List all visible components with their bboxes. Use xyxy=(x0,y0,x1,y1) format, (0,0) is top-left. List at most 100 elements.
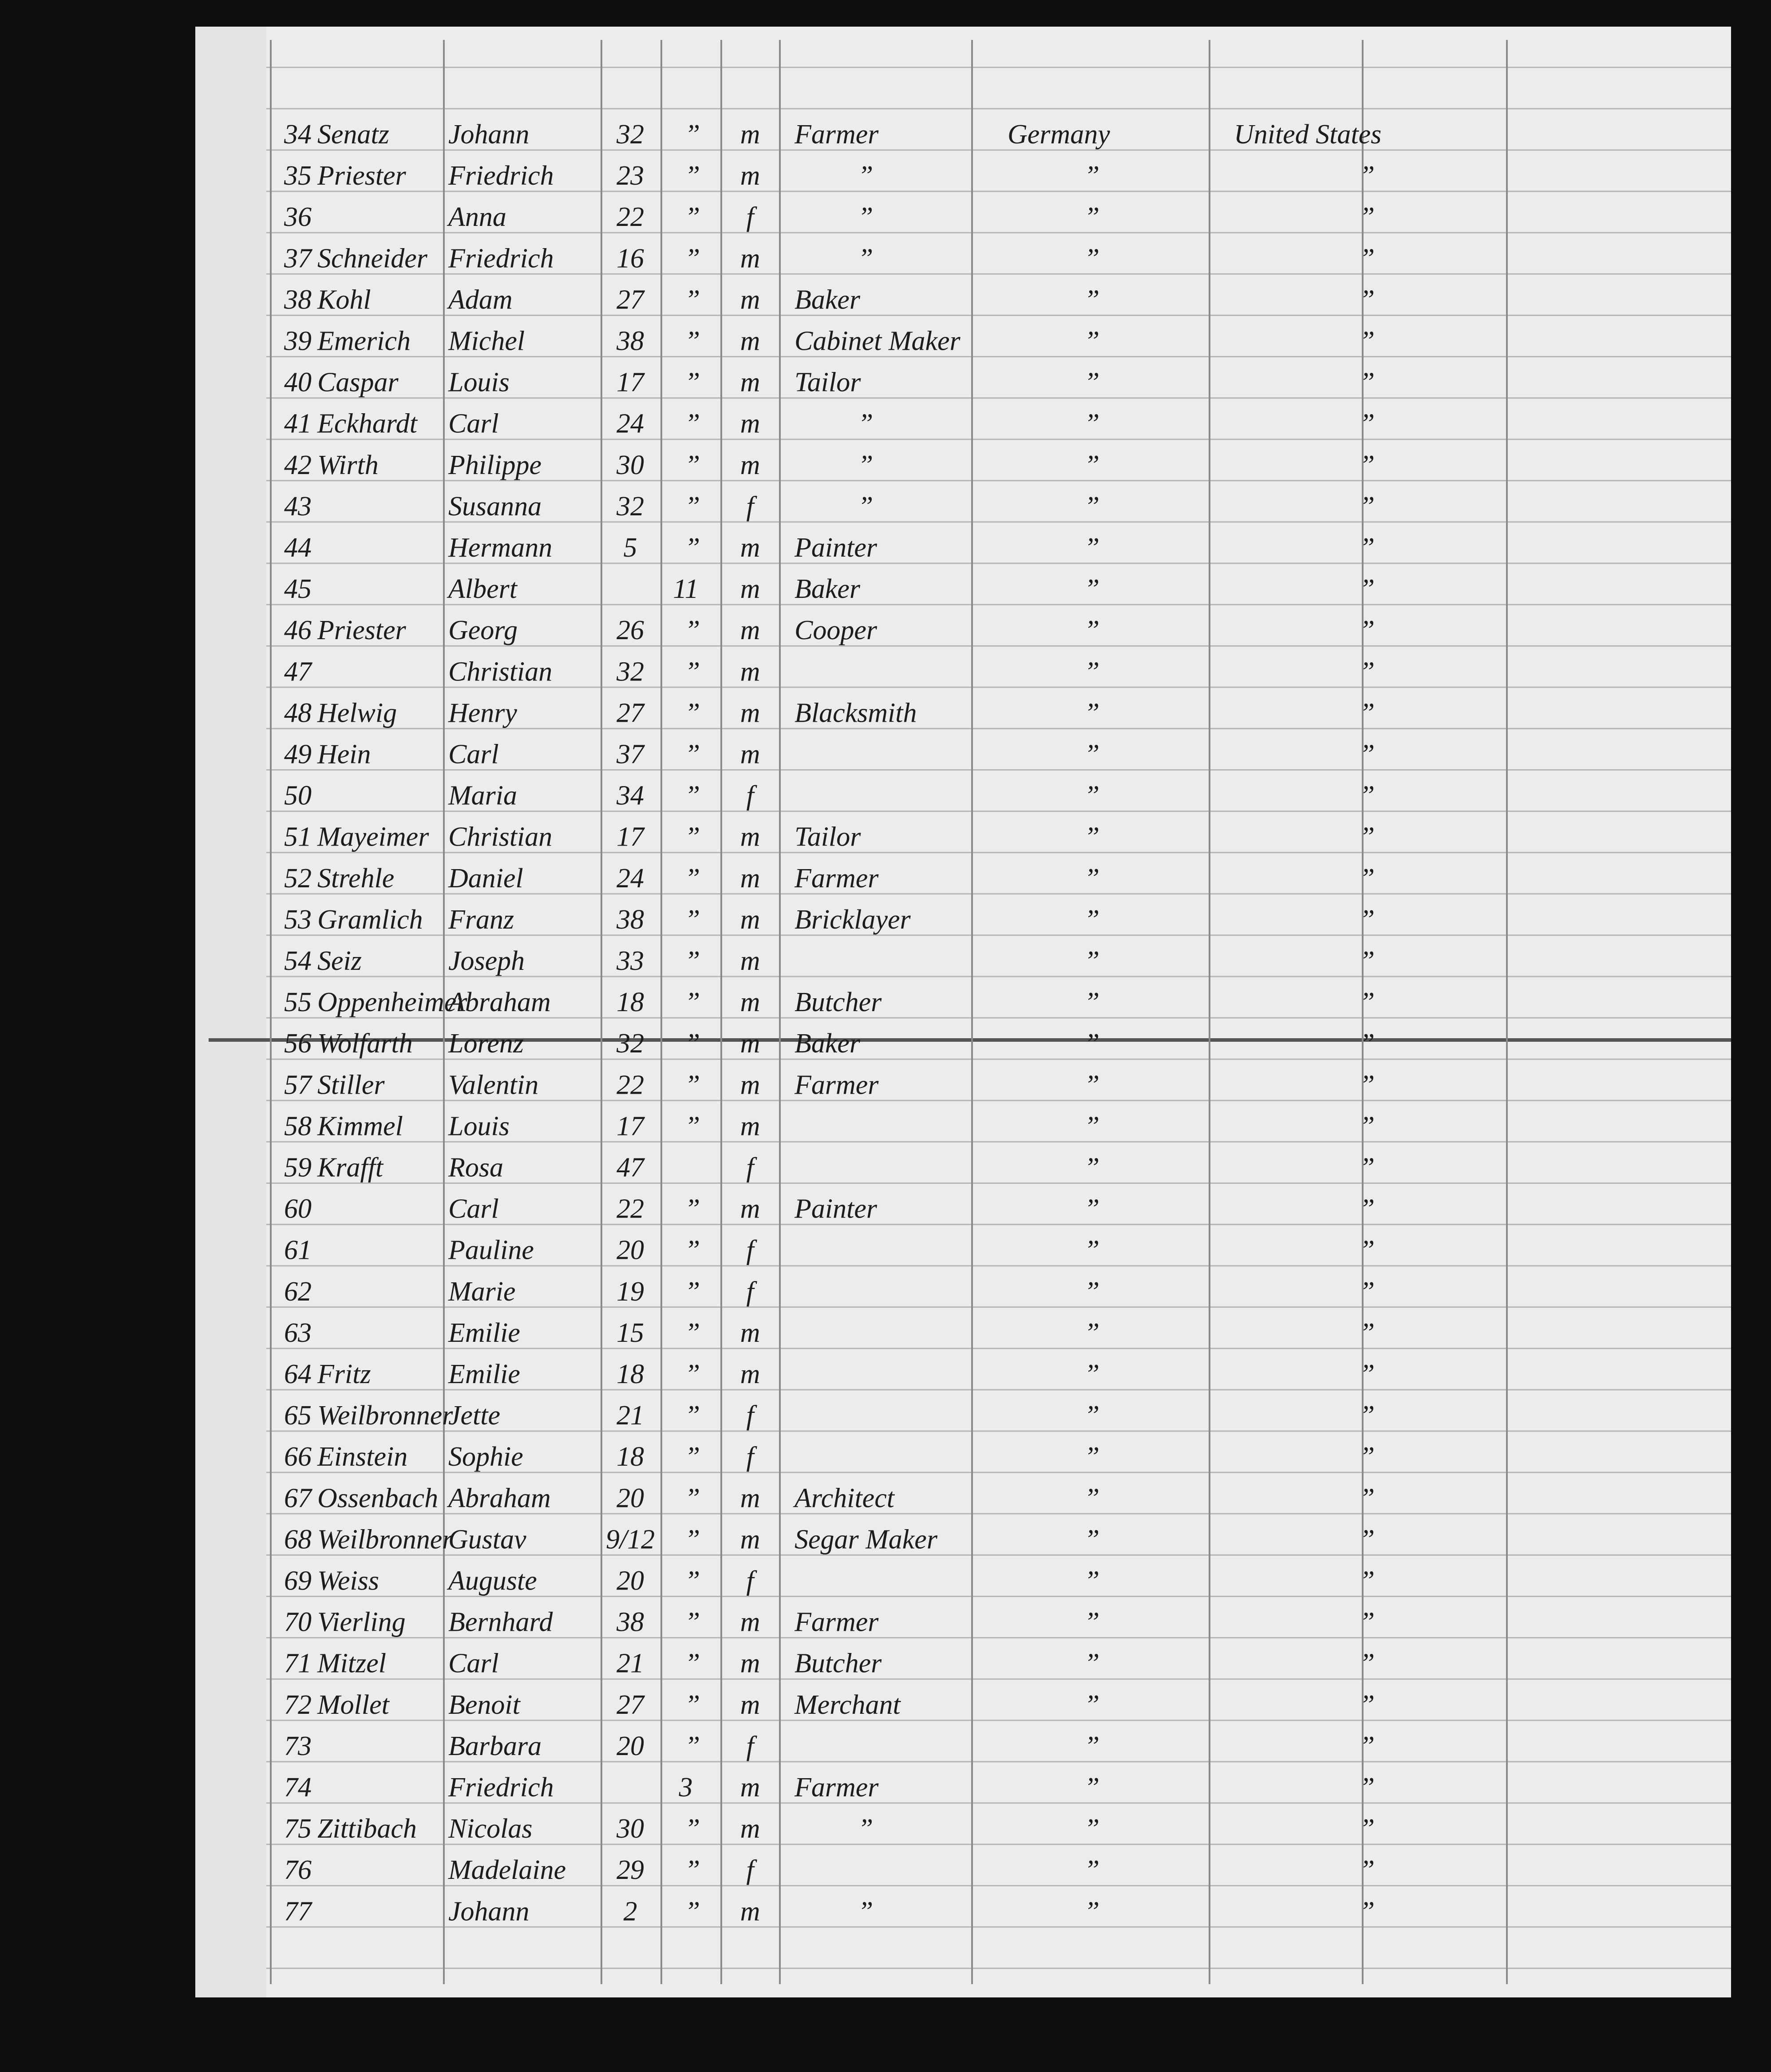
cell-destination: ” xyxy=(1360,739,1375,770)
cell-sex: m xyxy=(740,1649,760,1679)
cell-surname: Weilbronner xyxy=(317,1524,453,1554)
cell-destination: ” xyxy=(1360,1814,1375,1844)
cell-mark: ” xyxy=(685,450,700,480)
cell-destination: ” xyxy=(1360,1772,1375,1803)
cell-sex: m xyxy=(740,1524,760,1554)
cell-given: Pauline xyxy=(448,1235,534,1265)
cell-destination: ” xyxy=(1360,1607,1375,1637)
cell-age: 38 xyxy=(616,1607,644,1637)
cell-given: Daniel xyxy=(448,863,523,894)
cell-surname: Emerich xyxy=(317,326,411,356)
cell-n: 49 xyxy=(284,739,312,770)
cell-destination: ” xyxy=(1360,1400,1375,1431)
cell-infant: 11 xyxy=(673,574,698,604)
cell-mark: ” xyxy=(685,533,700,563)
cell-sex: m xyxy=(740,285,760,315)
cell-sex: m xyxy=(740,409,760,439)
cell-occupation: ” xyxy=(858,1814,873,1844)
cell-given: Carl xyxy=(448,1649,499,1679)
cell-given: Rosa xyxy=(448,1153,503,1183)
cell-mark: ” xyxy=(685,1277,700,1307)
cell-sex: m xyxy=(740,1483,760,1513)
cell-n: 70 xyxy=(284,1607,312,1637)
cell-age: 19 xyxy=(617,1277,644,1307)
cell-country: ” xyxy=(1084,1318,1099,1348)
cell-given: Franz xyxy=(448,905,514,935)
cell-destination: ” xyxy=(1360,987,1375,1017)
cell-n: 58 xyxy=(284,1111,312,1141)
cell-n: 41 xyxy=(284,409,312,439)
cell-surname: Wirth xyxy=(317,450,379,480)
cell-age: 17 xyxy=(617,822,645,852)
cell-occupation: Baker xyxy=(795,285,861,315)
cell-country: ” xyxy=(1084,1607,1099,1637)
cell-country: ” xyxy=(1084,1566,1099,1596)
cell-country: ” xyxy=(1084,202,1099,232)
cell-age: 2 xyxy=(624,1896,637,1926)
cell-country: ” xyxy=(1084,1359,1099,1389)
cell-given: Barbara xyxy=(448,1731,542,1761)
cell-n: 37 xyxy=(284,243,313,273)
cell-mark: ” xyxy=(685,326,700,356)
cell-age: 37 xyxy=(616,739,645,770)
cell-age: 32 xyxy=(616,1028,644,1059)
cell-destination: ” xyxy=(1360,1194,1375,1224)
cell-sex: m xyxy=(740,368,760,398)
cell-destination: ” xyxy=(1360,1111,1375,1141)
cell-destination: ” xyxy=(1360,1277,1375,1307)
cell-age: 26 xyxy=(617,615,644,645)
cell-age: 32 xyxy=(616,656,644,687)
cell-mark: ” xyxy=(685,119,700,150)
cell-mark: ” xyxy=(685,946,700,976)
cell-sex: m xyxy=(740,615,760,645)
cell-occupation: ” xyxy=(858,409,873,439)
cell-surname: Schneider xyxy=(317,243,428,273)
cell-occupation: Cooper xyxy=(795,615,878,645)
cell-country: ” xyxy=(1084,822,1099,852)
cell-mark: ” xyxy=(685,202,700,232)
cell-surname: Zittibach xyxy=(317,1814,417,1844)
cell-age: 33 xyxy=(616,946,644,976)
cell-age: 22 xyxy=(617,202,644,232)
cell-occupation: Painter xyxy=(794,533,878,563)
cell-destination: ” xyxy=(1360,1442,1375,1472)
cell-given: Carl xyxy=(448,409,499,439)
cell-surname: Priester xyxy=(317,161,407,191)
cell-given: Sophie xyxy=(448,1442,523,1472)
cell-mark: ” xyxy=(685,1111,700,1141)
cell-destination: ” xyxy=(1360,1690,1375,1720)
cell-sex: m xyxy=(740,905,760,935)
cell-sex: m xyxy=(740,1607,760,1637)
cell-destination: ” xyxy=(1360,533,1375,563)
cell-destination: ” xyxy=(1360,243,1375,273)
cell-mark: ” xyxy=(685,656,700,687)
cell-surname: Mitzel xyxy=(317,1649,386,1679)
cell-mark: ” xyxy=(685,243,700,273)
cell-given: Abraham xyxy=(447,987,551,1017)
cell-occupation: Farmer xyxy=(794,1772,879,1803)
cell-given: Carl xyxy=(448,1194,499,1224)
cell-surname: Kohl xyxy=(317,285,371,315)
cell-given: Philippe xyxy=(448,450,542,480)
cell-n: 38 xyxy=(284,285,312,315)
cell-destination: ” xyxy=(1360,1566,1375,1596)
cell-country: Germany xyxy=(1008,119,1110,150)
cell-age: 18 xyxy=(617,1442,644,1472)
cell-given: Adam xyxy=(447,285,513,315)
cell-surname: Senatz xyxy=(317,119,389,150)
cell-n: 63 xyxy=(284,1318,312,1348)
cell-given: Joseph xyxy=(448,946,525,976)
cell-country: ” xyxy=(1084,615,1099,645)
cell-sex: m xyxy=(740,987,760,1017)
cell-given: Jette xyxy=(448,1400,500,1431)
cell-given: Friedrich xyxy=(448,1772,554,1803)
cell-n: 44 xyxy=(284,533,312,563)
cell-country: ” xyxy=(1084,574,1099,604)
cell-n: 46 xyxy=(284,615,312,645)
cell-occupation: ” xyxy=(858,1896,873,1926)
cell-destination: ” xyxy=(1360,698,1375,728)
cell-given: Emilie xyxy=(448,1318,520,1348)
cell-n: 71 xyxy=(284,1649,312,1679)
cell-occupation: Tailor xyxy=(795,368,861,398)
